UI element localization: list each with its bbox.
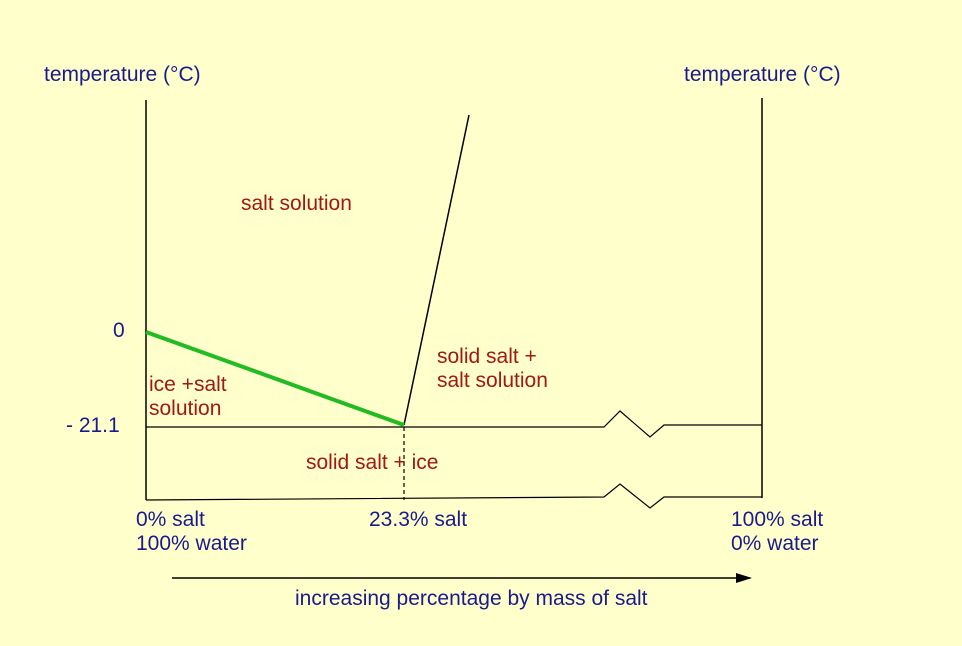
region-label-solid-salt-and-ice: solid salt + ice [306,451,439,474]
eutectic-line [146,410,762,438]
region-label-ice-and-salt-solution: ice +salt solution [149,373,227,420]
salt-solubility-line [403,114,470,426]
x-label-pure-salt: 100% salt 0% water [731,508,824,555]
x-label-eutectic-composition: 23.3% salt [369,508,468,531]
composition-axis [145,483,762,509]
tick-label-eutectic-temperature: - 21.1 [66,414,120,437]
x-label-pure-water: 0% salt 100% water [136,508,247,555]
region-label-salt-solution: salt solution [241,192,352,215]
ice-freezing-line [145,330,405,427]
region-label-solid-salt-and-solution: solid salt + salt solution [437,345,548,392]
tick-label-zero: 0 [113,319,125,342]
right-axis-label: temperature (°C) [684,63,841,86]
left-axis-label: temperature (°C) [44,63,201,86]
arrow-caption: increasing percentage by mass of salt [295,587,648,610]
